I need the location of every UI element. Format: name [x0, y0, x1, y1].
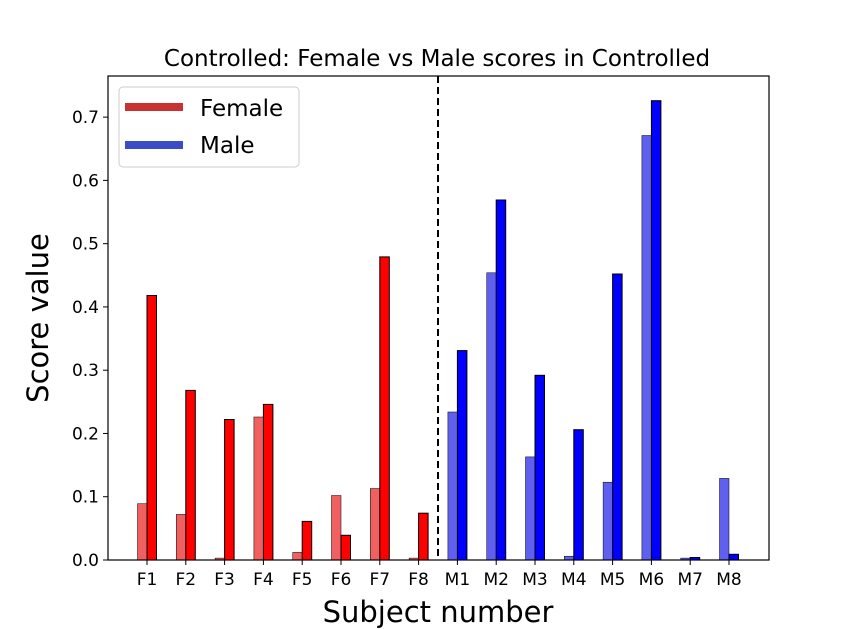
y-tick-label: 0.3 — [72, 361, 99, 381]
bar-M3-series-1 — [525, 456, 536, 561]
bar-F5-series-1 — [292, 552, 303, 561]
y-tick-label: 0.2 — [72, 424, 99, 444]
x-tick-label-F5: F5 — [292, 570, 313, 590]
legend: Female Male — [118, 86, 300, 168]
x-tick-label-M5: M5 — [600, 570, 625, 590]
plot-frame — [107, 75, 770, 561]
x-tick-label-M1: M1 — [445, 570, 470, 590]
bar-M6-series-1 — [641, 135, 652, 561]
bar-F7-series-1 — [370, 488, 381, 561]
bar-M8-series-2 — [728, 553, 739, 561]
bar-F5-series-2 — [301, 520, 313, 561]
bar-M2-series-2 — [495, 199, 507, 561]
x-tick-label-F8: F8 — [408, 570, 429, 590]
x-tick-label-M3: M3 — [522, 570, 547, 590]
bars-group — [137, 100, 739, 561]
bar-F6-series-2 — [340, 534, 351, 561]
legend-male-label: Male — [200, 133, 254, 159]
bar-M1-series-1 — [447, 411, 458, 561]
x-tick-label-F3: F3 — [214, 570, 235, 590]
bar-F1-series-2 — [146, 295, 157, 561]
y-axis-label: Score value — [21, 233, 55, 403]
bar-F7-series-2 — [379, 256, 390, 561]
x-tick-label-M2: M2 — [483, 570, 508, 590]
y-tick-label: 0.0 — [72, 551, 99, 571]
bar-F2-series-1 — [176, 514, 187, 561]
y-tick-label: 0.5 — [72, 235, 99, 255]
chart-title: Controlled: Female vs Male scores in Con… — [164, 46, 710, 72]
bar-F1-series-1 — [137, 503, 148, 561]
bar-M2-series-1 — [486, 272, 497, 561]
y-tick-label: 0.1 — [72, 488, 99, 508]
x-tick-label-F6: F6 — [331, 570, 352, 590]
x-tick-label-F2: F2 — [175, 570, 196, 590]
bar-F4-series-1 — [253, 416, 264, 561]
x-tick-label-M4: M4 — [561, 570, 586, 590]
bar-F3-series-2 — [224, 419, 235, 561]
bar-F2-series-2 — [185, 389, 196, 561]
bar-M1-series-2 — [456, 350, 468, 561]
y-tick-label: 0.7 — [72, 108, 99, 128]
bar-F4-series-2 — [262, 403, 274, 561]
x-tick-label-M7: M7 — [677, 570, 702, 590]
x-tick-label-F4: F4 — [253, 570, 274, 590]
bar-M5-series-1 — [602, 481, 613, 561]
bar-M5-series-2 — [612, 273, 623, 561]
legend-female-label: Female — [200, 96, 283, 122]
bar-M4-series-2 — [573, 429, 584, 561]
x-tick-label-F7: F7 — [369, 570, 390, 590]
x-tick-label-F1: F1 — [137, 570, 158, 590]
bar-M3-series-2 — [534, 374, 545, 561]
y-tick-label: 0.4 — [72, 298, 99, 318]
x-axis: F1 F2 F3 F4 F5 F6 F7 F8 M1 M2 M3 M4 M5 M6 M7 M8 — [137, 560, 742, 590]
bar-M8-series-1 — [719, 478, 730, 561]
y-axis: 0.0 0.1 0.2 0.3 0.4 0.5 0.6 0.7 — [72, 108, 108, 571]
bar-F6-series-1 — [331, 495, 342, 561]
y-tick-label: 0.6 — [72, 171, 99, 191]
bar-F8-series-2 — [418, 512, 429, 561]
x-tick-label-M6: M6 — [639, 570, 664, 590]
x-tick-label-M8: M8 — [716, 570, 741, 590]
x-axis-label: Subject number — [323, 595, 554, 629]
bar-M6-series-2 — [650, 100, 662, 561]
